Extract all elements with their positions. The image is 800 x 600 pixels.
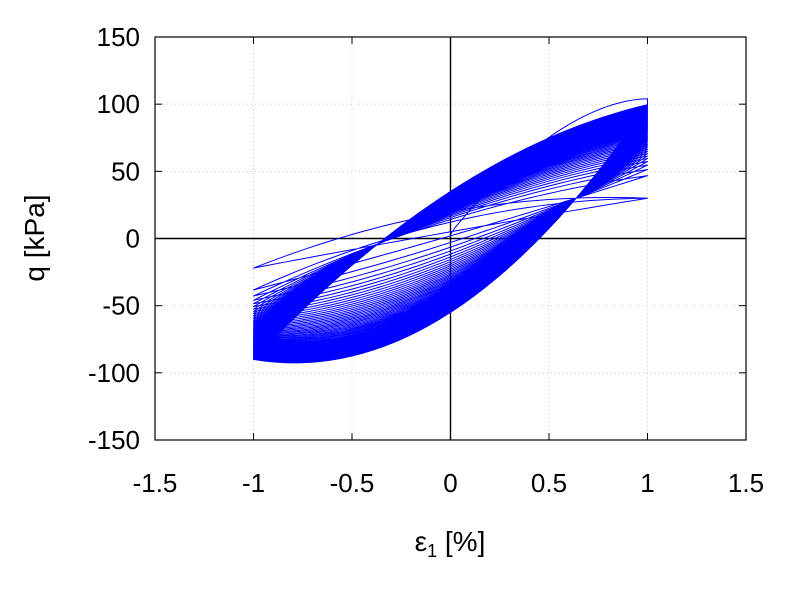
x-tick-label: -1 [242, 468, 265, 498]
x-tick-label: -1.5 [133, 468, 178, 498]
y-tick-label: 50 [111, 156, 140, 186]
x-tick-label: 0 [443, 468, 457, 498]
x-tick-label: -0.5 [330, 468, 375, 498]
x-tick-label: 1 [640, 468, 654, 498]
y-tick-labels: -150 -100 -50 0 50 100 150 [88, 22, 140, 455]
y-tick-label: -50 [102, 291, 140, 321]
y-tick-label: 150 [97, 22, 140, 52]
x-tick-labels: -1.5 -1 -0.5 0 0.5 1 1.5 [133, 468, 764, 498]
y-tick-label: -100 [88, 358, 140, 388]
y-tick-label: -150 [88, 425, 140, 455]
ticks [154, 36, 747, 441]
x-tick-label: 0.5 [531, 468, 567, 498]
y-tick-label: 100 [97, 89, 140, 119]
y-axis-label: q [kPa] [19, 194, 50, 281]
stress-strain-series [253, 98, 648, 364]
y-tick-label: 0 [126, 224, 140, 254]
hysteresis-loop-series [253, 98, 648, 364]
zero-lines [155, 37, 746, 440]
x-tick-label: 1.5 [728, 468, 764, 498]
x-axis-label: ε1 [%] [415, 526, 486, 561]
